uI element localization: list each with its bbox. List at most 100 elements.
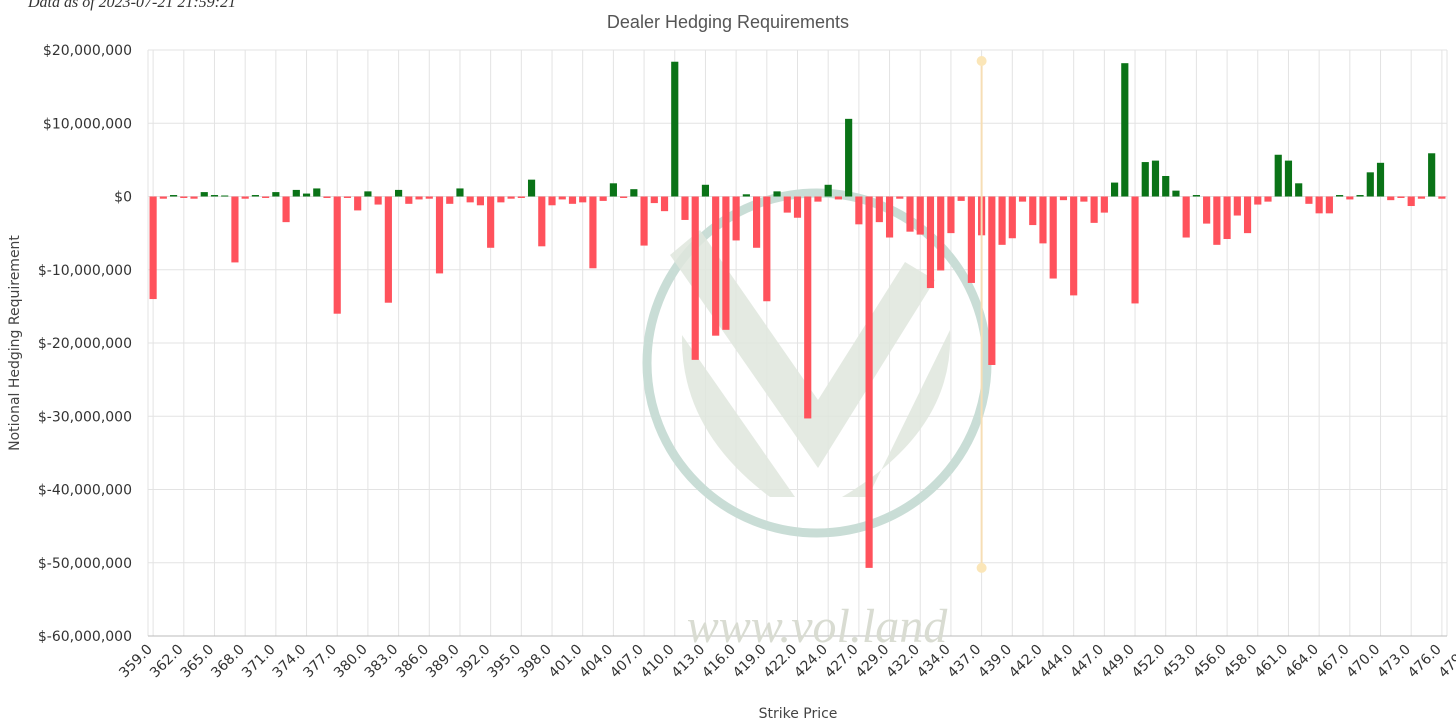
bar-397.0[interactable] — [538, 196, 546, 247]
bar-398.0[interactable] — [548, 196, 556, 206]
bar-426.0[interactable] — [845, 118, 853, 197]
bar-361.0[interactable] — [169, 195, 178, 197]
bar-443.0[interactable] — [1049, 196, 1057, 279]
bar-450.0[interactable] — [1121, 63, 1129, 197]
bar-429.5[interactable] — [885, 196, 894, 238]
bar-460.0[interactable] — [1233, 196, 1241, 216]
bar-471.0[interactable] — [1346, 196, 1354, 200]
bar-446.0[interactable] — [1080, 196, 1088, 202]
bar-440.0[interactable] — [1018, 196, 1027, 202]
bar-434.0[interactable] — [937, 196, 945, 271]
bar-476.0[interactable] — [1397, 196, 1405, 198]
bar-477.0[interactable] — [1407, 196, 1415, 207]
bar-373.0[interactable] — [292, 189, 300, 197]
bar-436.0[interactable] — [967, 196, 975, 283]
bar-414.0[interactable] — [712, 196, 720, 336]
bar-424.5[interactable] — [824, 184, 832, 197]
bar-452.5[interactable] — [1151, 160, 1160, 197]
bar-402.0[interactable] — [589, 196, 597, 269]
bar-464.0[interactable] — [1274, 154, 1282, 197]
bar-409.0[interactable] — [660, 196, 669, 212]
bar-407.0[interactable] — [640, 196, 648, 246]
bar-381.0[interactable] — [374, 196, 382, 205]
bar-389.0[interactable] — [456, 188, 464, 197]
bar-445.0[interactable] — [1070, 196, 1078, 296]
bar-375.0[interactable] — [313, 188, 321, 197]
bar-478.0[interactable] — [1417, 196, 1426, 199]
bar-451.0[interactable] — [1131, 196, 1139, 304]
bar-376.0[interactable] — [323, 196, 331, 198]
bar-388.0[interactable] — [446, 196, 454, 204]
bar-442.0[interactable] — [1039, 196, 1047, 244]
bar-396.0[interactable] — [527, 179, 536, 197]
bar-391.0[interactable] — [476, 196, 484, 206]
bar-427.0[interactable] — [855, 196, 863, 225]
bar-393.0[interactable] — [497, 196, 505, 203]
bar-416.0[interactable] — [732, 196, 740, 241]
bar-461.0[interactable] — [1243, 196, 1252, 234]
bar-390.0[interactable] — [466, 196, 474, 203]
bar-459.0[interactable] — [1223, 196, 1231, 239]
bar-430.0[interactable] — [896, 196, 904, 199]
bar-405.0[interactable] — [620, 196, 628, 198]
bar-412.0[interactable] — [691, 196, 699, 360]
bar-431.0[interactable] — [906, 196, 914, 232]
bar-365.0[interactable] — [210, 195, 219, 197]
bar-458.0[interactable] — [1213, 196, 1221, 245]
bar-380.0[interactable] — [364, 191, 372, 197]
bar-385.0[interactable] — [415, 196, 423, 200]
bar-370.0[interactable] — [262, 196, 270, 198]
bar-368.0[interactable] — [241, 196, 249, 199]
bar-362.0[interactable] — [180, 196, 188, 198]
bar-469.0[interactable] — [1325, 196, 1333, 214]
bar-423.0[interactable] — [804, 196, 812, 419]
bar-379.0[interactable] — [354, 196, 362, 211]
bar-399.0[interactable] — [558, 196, 566, 200]
bar-420.0[interactable] — [773, 191, 781, 197]
bar-360.0[interactable] — [159, 196, 167, 199]
bar-432.0[interactable] — [916, 196, 924, 235]
bar-384.0[interactable] — [405, 196, 413, 204]
bar-367.0[interactable] — [231, 196, 239, 263]
bar-413.0[interactable] — [701, 184, 710, 197]
bar-415.0[interactable] — [722, 196, 730, 330]
bar-369.0[interactable] — [251, 195, 259, 197]
bar-383.0[interactable] — [395, 189, 403, 197]
bar-372.0[interactable] — [282, 196, 290, 223]
bar-366.0[interactable] — [221, 195, 229, 197]
bar-403.0[interactable] — [599, 196, 607, 201]
bar-433.0[interactable] — [926, 196, 935, 289]
bar-359.0[interactable] — [149, 196, 157, 300]
bar-417.0[interactable] — [742, 194, 750, 197]
bar-455.0[interactable] — [1182, 196, 1190, 238]
bar-408.0[interactable] — [650, 196, 658, 204]
bar-463.0[interactable] — [1264, 196, 1272, 202]
bar-437.5[interactable] — [988, 196, 996, 365]
bar-438.0[interactable] — [998, 196, 1006, 245]
bar-419.0[interactable] — [763, 196, 771, 302]
bar-474.0[interactable] — [1376, 162, 1385, 197]
bar-434.5[interactable] — [947, 196, 955, 234]
bar-449.0[interactable] — [1111, 182, 1119, 197]
bar-364.0[interactable] — [200, 192, 208, 197]
bar-382.0[interactable] — [384, 196, 392, 303]
bar-441.0[interactable] — [1029, 196, 1037, 226]
bar-465.0[interactable] — [1284, 160, 1293, 197]
bar-462.0[interactable] — [1254, 196, 1262, 205]
bar-457.0[interactable] — [1203, 196, 1211, 224]
bar-374.0[interactable] — [302, 193, 311, 197]
bar-411.0[interactable] — [681, 196, 689, 220]
bar-425.0[interactable] — [834, 196, 842, 200]
bar-444.0[interactable] — [1059, 196, 1068, 201]
bar-387.0[interactable] — [435, 196, 444, 274]
bar-479.0[interactable] — [1428, 153, 1436, 197]
bar-454.0[interactable] — [1172, 190, 1180, 197]
bar-386.0[interactable] — [425, 196, 433, 199]
bar-439.0[interactable] — [1008, 196, 1016, 239]
bar-392.0[interactable] — [487, 196, 495, 248]
bar-395.0[interactable] — [517, 196, 525, 198]
bar-371.0[interactable] — [272, 192, 280, 197]
bar-378.0[interactable] — [343, 196, 352, 198]
bar-456.0[interactable] — [1192, 195, 1200, 197]
bar-452.0[interactable] — [1141, 162, 1149, 197]
